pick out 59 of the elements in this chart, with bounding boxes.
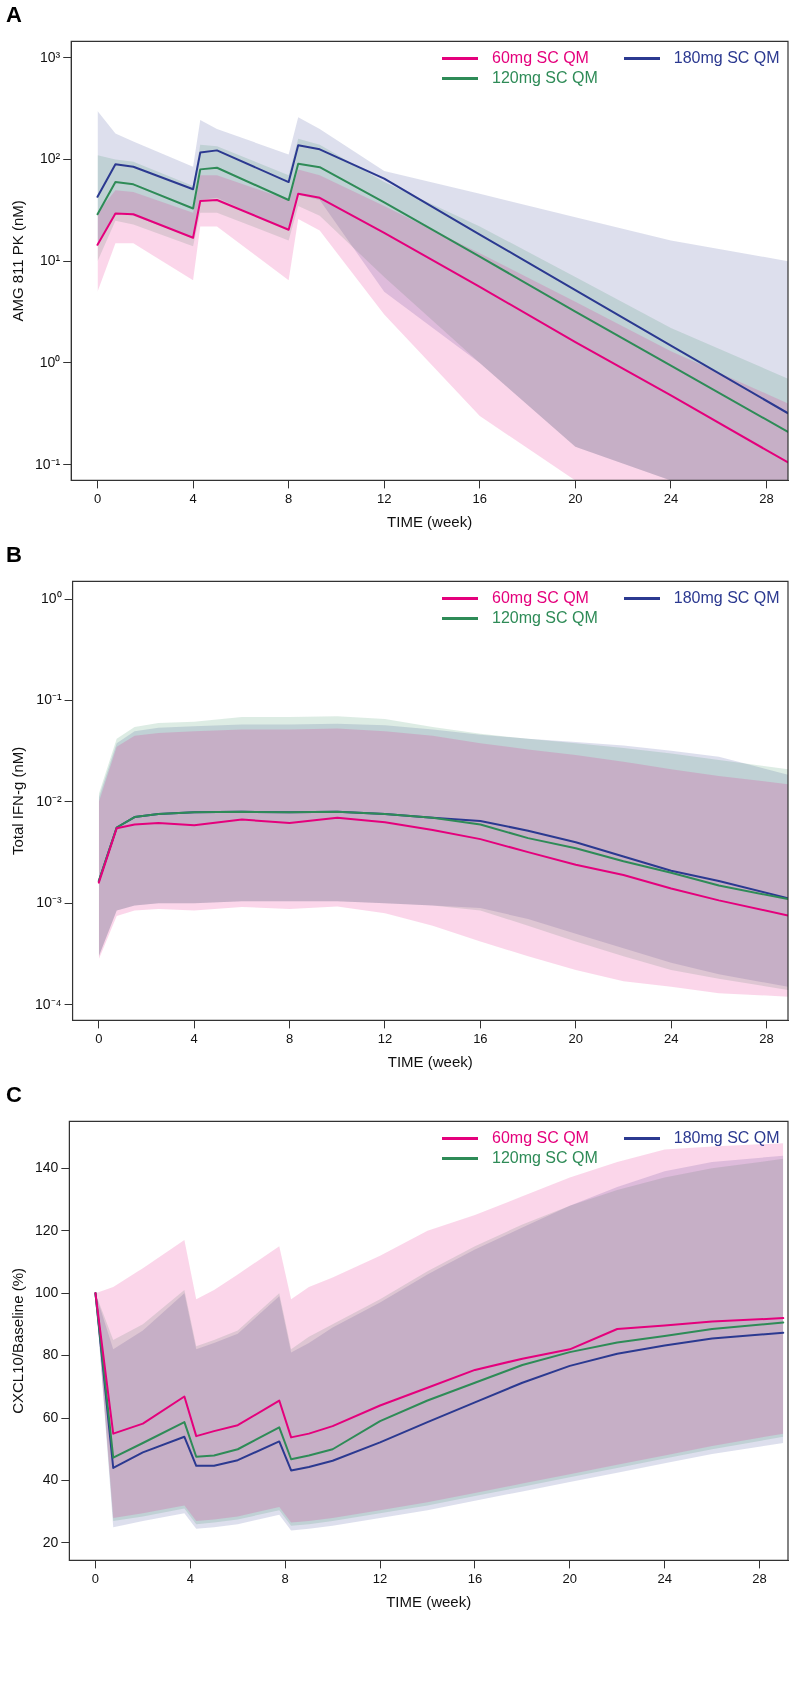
x-tick-label: 28 xyxy=(759,490,774,506)
x-tick-label: 12 xyxy=(372,1570,388,1586)
legend-label: 120mg SC QM xyxy=(492,1149,598,1168)
y-tick-label: 60 xyxy=(42,1408,59,1425)
x-tick-label: 24 xyxy=(663,490,679,506)
x-tick-label: 28 xyxy=(759,1030,774,1046)
x-tick-label: 0 xyxy=(91,1570,100,1586)
x-tick-label: 24 xyxy=(657,1570,672,1586)
x-tick-label: 28 xyxy=(752,1570,767,1586)
x-tick-label: 0 xyxy=(93,490,102,506)
y-axis-title: Total IFN-g (nM) xyxy=(9,746,27,856)
chart-title: A xyxy=(5,1,23,29)
legend-label: 60mg SC QM xyxy=(492,1129,589,1148)
x-tick-label: 8 xyxy=(285,1030,294,1046)
y-tick-label: 10⁻¹ xyxy=(36,691,62,708)
x-axis-title: TIME (week) xyxy=(387,1053,473,1071)
y-tick-label: 40 xyxy=(42,1471,59,1488)
x-tick-label: 16 xyxy=(473,1030,488,1046)
x-tick-label: 12 xyxy=(376,490,392,506)
x-axis-title: TIME (week) xyxy=(387,513,473,531)
y-tick-label: 80 xyxy=(42,1346,59,1363)
legend-label: 120mg SC QM xyxy=(492,69,598,88)
y-tick-label: 140 xyxy=(35,1159,59,1176)
y-tick-label: 10⁻¹ xyxy=(35,455,61,472)
y-tick-label: 10⁻⁴ xyxy=(34,995,62,1012)
y-tick-label: 120 xyxy=(35,1221,59,1238)
y-tick-label: 10⁻³ xyxy=(36,894,62,911)
chart-title: C xyxy=(5,1081,23,1109)
legend-label: 180mg SC QM xyxy=(673,589,780,608)
x-tick-label: 4 xyxy=(189,490,197,506)
y-tick-label: 20 xyxy=(42,1533,59,1550)
legend-label: 180mg SC QM xyxy=(673,49,780,68)
x-tick-label: 24 xyxy=(663,1030,679,1046)
legend-label: 60mg SC QM xyxy=(492,589,589,608)
legend-label: 120mg SC QM xyxy=(492,609,598,628)
x-tick-label: 4 xyxy=(186,1570,194,1586)
y-axis-title: AMG 811 PK (nM) xyxy=(9,200,27,322)
y-tick-label: 10⁻² xyxy=(36,792,62,809)
legend-label: 60mg SC QM xyxy=(492,49,589,68)
x-tick-label: 8 xyxy=(281,1570,289,1586)
x-tick-label: 8 xyxy=(285,490,293,506)
x-tick-label: 0 xyxy=(95,1030,103,1046)
x-tick-label: 16 xyxy=(472,490,488,506)
y-tick-label: 10⁰ xyxy=(39,353,61,370)
x-tick-label: 4 xyxy=(190,1030,198,1046)
x-tick-label: 16 xyxy=(467,1570,483,1586)
x-tick-label: 20 xyxy=(568,1030,583,1046)
x-tick-label: 20 xyxy=(562,1570,578,1586)
y-tick-label: 10² xyxy=(40,150,61,167)
chart-title: B xyxy=(5,541,23,569)
y-tick-label: 10⁰ xyxy=(41,590,62,607)
x-tick-label: 20 xyxy=(568,490,583,506)
y-tick-label: 100 xyxy=(35,1283,59,1300)
y-axis-title: CXCL10/Baseline (%) xyxy=(9,1267,27,1414)
x-axis-title: TIME (week) xyxy=(386,1593,472,1611)
legend-label: 180mg SC QM xyxy=(673,1129,780,1148)
y-tick-label: 10¹ xyxy=(40,252,61,269)
x-tick-label: 12 xyxy=(377,1030,393,1046)
y-tick-label: 10³ xyxy=(40,48,61,65)
